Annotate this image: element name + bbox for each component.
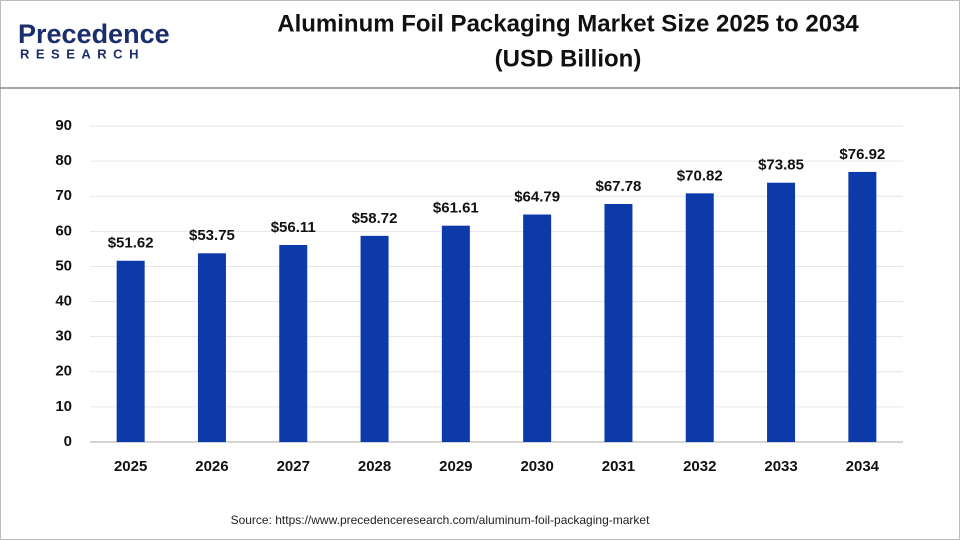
value-label: $58.72 [352,210,398,227]
y-tick-label: 90 [55,117,72,134]
bar [279,244,308,442]
value-label: $73.85 [758,157,804,174]
x-tick-label: 2032 [683,458,716,475]
x-tick-label: 2031 [602,458,635,475]
value-label: $51.62 [108,235,154,252]
chart-title: Aluminum Foil Packaging Market Size 2025… [277,10,859,37]
x-tick-label: 2027 [277,458,310,475]
x-tick-label: 2025 [114,458,147,475]
value-label: $61.61 [433,200,479,217]
x-tick-label: 2026 [195,458,228,475]
value-label: $67.78 [596,178,642,195]
x-tick-label: 2034 [846,458,880,475]
y-tick-label: 20 [55,363,72,380]
bar [360,235,389,442]
y-tick-label: 50 [55,257,72,274]
bar [685,193,714,442]
value-label: $76.92 [839,146,885,163]
bar [116,260,145,442]
y-tick-label: 60 [55,222,72,239]
y-tick-label: 10 [55,398,72,415]
y-tick-label: 30 [55,328,72,345]
source-note: Source: https://www.precedenceresearch.c… [231,513,651,527]
bar [441,225,470,442]
bar [197,253,226,442]
value-label: $53.75 [189,227,235,244]
logo-tagline: RESEARCH [20,46,145,61]
x-tick-label: 2033 [764,458,797,475]
value-label: $64.79 [514,188,560,205]
y-tick-label: 40 [55,293,72,310]
bar [523,214,552,442]
bar [604,204,633,442]
y-tick-label: 70 [55,187,72,204]
chart-subtitle: (USD Billion) [495,45,642,72]
logo-name: Precedence [18,19,170,49]
x-tick-label: 2029 [439,458,472,475]
x-tick-label: 2030 [520,458,553,475]
bar [848,171,877,442]
x-tick-label: 2028 [358,458,391,475]
bar [767,182,796,442]
y-tick-label: 0 [64,433,72,450]
y-tick-label: 80 [55,152,72,169]
value-label: $56.11 [271,219,316,236]
value-label: $70.82 [677,167,723,184]
